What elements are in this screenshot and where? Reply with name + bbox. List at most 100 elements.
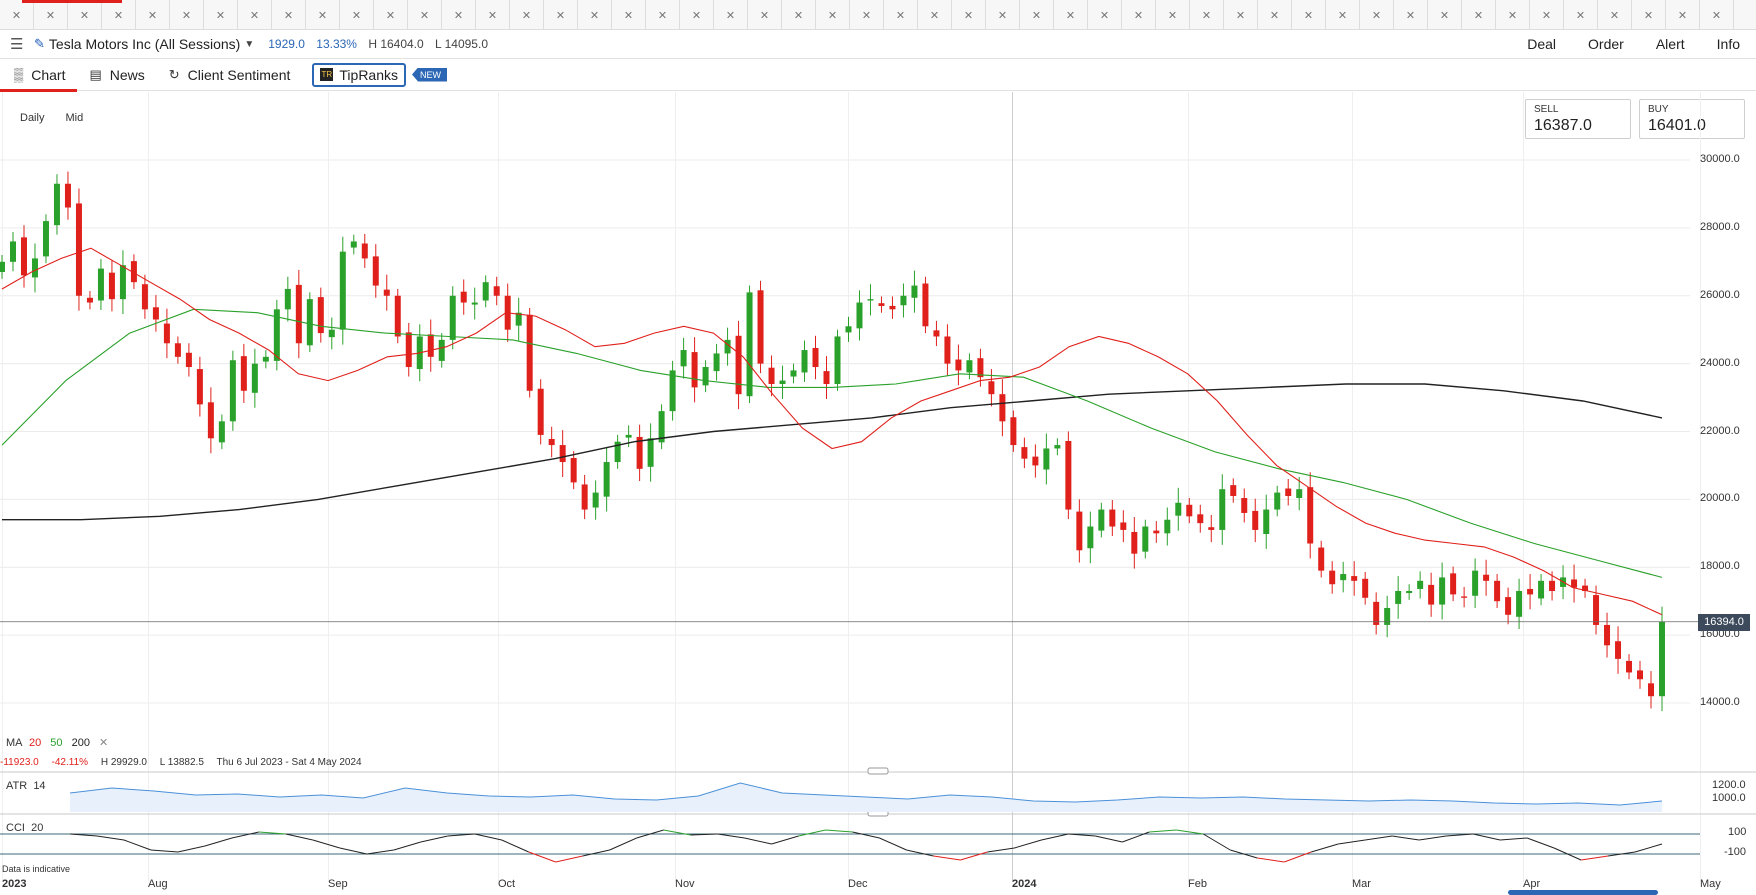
browser-tab[interactable]: ✕ (1292, 0, 1326, 30)
browser-tab[interactable]: ✕ (136, 0, 170, 30)
browser-tab[interactable]: ✕ (748, 0, 782, 30)
close-tab-icon[interactable]: ✕ (45, 9, 56, 22)
close-tab-icon[interactable]: ✕ (1201, 9, 1212, 22)
browser-tab[interactable]: ✕ (782, 0, 816, 30)
close-tab-icon[interactable]: ✕ (453, 9, 464, 22)
hamburger-menu-icon[interactable]: ☰ (10, 36, 24, 53)
cci-label[interactable]: CCI 20 (6, 822, 43, 834)
browser-tab[interactable]: ✕ (476, 0, 510, 30)
close-tab-icon[interactable]: ✕ (249, 9, 260, 22)
browser-tab[interactable]: ✕ (918, 0, 952, 30)
close-tab-icon[interactable]: ✕ (963, 9, 974, 22)
price-type-selector[interactable]: Mid (65, 112, 84, 124)
price-chart[interactable] (0, 92, 1756, 882)
close-tab-icon[interactable]: ✕ (79, 9, 90, 22)
browser-tab[interactable]: ✕ (952, 0, 986, 30)
browser-tab[interactable]: ✕ (850, 0, 884, 30)
browser-tab[interactable]: ✕ (1632, 0, 1666, 30)
close-tab-icon[interactable]: ✕ (589, 9, 600, 22)
browser-tab[interactable]: ✕ (646, 0, 680, 30)
close-tab-icon[interactable]: ✕ (1677, 9, 1688, 22)
browser-tab[interactable]: ✕ (1020, 0, 1054, 30)
close-tab-icon[interactable]: ✕ (1371, 9, 1382, 22)
close-tab-icon[interactable]: ✕ (1133, 9, 1144, 22)
close-tab-icon[interactable]: ✕ (1643, 9, 1654, 22)
close-tab-icon[interactable]: ✕ (1269, 9, 1280, 22)
close-tab-icon[interactable]: ✕ (827, 9, 838, 22)
close-tab-icon[interactable]: ✕ (1303, 9, 1314, 22)
interval-selector[interactable]: Daily (20, 112, 45, 124)
close-tab-icon[interactable]: ✕ (487, 9, 498, 22)
browser-tab[interactable]: ✕ (544, 0, 578, 30)
browser-tab[interactable]: ✕ (374, 0, 408, 30)
browser-tab[interactable]: ✕ (1462, 0, 1496, 30)
remove-ma-icon[interactable]: ✕ (99, 737, 109, 749)
close-tab-icon[interactable]: ✕ (1439, 9, 1450, 22)
browser-tab[interactable]: ✕ (1564, 0, 1598, 30)
close-tab-icon[interactable]: ✕ (113, 9, 124, 22)
browser-tab[interactable]: ✕ (170, 0, 204, 30)
browser-tab[interactable]: ✕ (1428, 0, 1462, 30)
close-tab-icon[interactable]: ✕ (215, 9, 226, 22)
browser-tab[interactable]: ✕ (272, 0, 306, 30)
close-tab-icon[interactable]: ✕ (555, 9, 566, 22)
browser-tab[interactable]: ✕ (1394, 0, 1428, 30)
close-tab-icon[interactable]: ✕ (283, 9, 294, 22)
browser-tab[interactable]: ✕ (204, 0, 238, 30)
close-tab-icon[interactable]: ✕ (793, 9, 804, 22)
close-tab-icon[interactable]: ✕ (657, 9, 668, 22)
browser-tab[interactable]: ✕ (1224, 0, 1258, 30)
browser-tab[interactable]: ✕ (612, 0, 646, 30)
close-tab-icon[interactable]: ✕ (11, 9, 22, 22)
close-tab-icon[interactable]: ✕ (1405, 9, 1416, 22)
close-tab-icon[interactable]: ✕ (1337, 9, 1348, 22)
instrument-name[interactable]: Tesla Motors Inc (All Sessions) (48, 36, 241, 52)
close-tab-icon[interactable]: ✕ (1099, 9, 1110, 22)
browser-tab[interactable]: ✕ (1088, 0, 1122, 30)
time-scrollbar[interactable] (1508, 890, 1658, 895)
browser-tab[interactable]: ✕ (102, 0, 136, 30)
browser-tab[interactable]: ✕ (1258, 0, 1292, 30)
browser-tab[interactable]: ✕ (1190, 0, 1224, 30)
close-tab-icon[interactable]: ✕ (1031, 9, 1042, 22)
close-tab-icon[interactable]: ✕ (759, 9, 770, 22)
browser-tab[interactable]: ✕ (1122, 0, 1156, 30)
atr-label[interactable]: ATR 14 (6, 780, 46, 792)
close-tab-icon[interactable]: ✕ (317, 9, 328, 22)
browser-tab[interactable]: ✕ (1054, 0, 1088, 30)
edit-pencil-icon[interactable]: ✎ (34, 36, 45, 51)
close-tab-icon[interactable]: ✕ (861, 9, 872, 22)
close-tab-icon[interactable]: ✕ (929, 9, 940, 22)
browser-tab[interactable]: ✕ (1598, 0, 1632, 30)
browser-tab[interactable]: ✕ (1326, 0, 1360, 30)
deal-button[interactable]: Deal (1527, 36, 1557, 52)
close-tab-icon[interactable]: ✕ (1065, 9, 1076, 22)
close-tab-icon[interactable]: ✕ (1507, 9, 1518, 22)
close-tab-icon[interactable]: ✕ (1167, 9, 1178, 22)
close-tab-icon[interactable]: ✕ (1473, 9, 1484, 22)
info-button[interactable]: Info (1716, 36, 1740, 52)
browser-tab[interactable]: ✕ (680, 0, 714, 30)
browser-tab[interactable]: ✕ (578, 0, 612, 30)
close-tab-icon[interactable]: ✕ (385, 9, 396, 22)
browser-tab[interactable]: ✕ (340, 0, 374, 30)
tab-news[interactable]: ▤ News (89, 59, 144, 90)
tab-chart[interactable]: ▒ Chart (0, 59, 79, 92)
close-tab-icon[interactable]: ✕ (1711, 9, 1722, 22)
close-tab-icon[interactable]: ✕ (895, 9, 906, 22)
browser-tab[interactable]: ✕ (68, 0, 102, 30)
close-tab-icon[interactable]: ✕ (351, 9, 362, 22)
browser-tab[interactable]: ✕ (306, 0, 340, 30)
close-tab-icon[interactable]: ✕ (691, 9, 702, 22)
close-tab-icon[interactable]: ✕ (1235, 9, 1246, 22)
sell-quote-button[interactable]: SELL 16387.0 (1525, 99, 1631, 139)
tab-client-sentiment[interactable]: ↻ Client Sentiment (169, 59, 291, 90)
browser-tab[interactable]: ✕ (816, 0, 850, 30)
browser-tab[interactable]: ✕ (510, 0, 544, 30)
browser-tab[interactable]: ✕ (1530, 0, 1564, 30)
close-tab-icon[interactable]: ✕ (521, 9, 532, 22)
order-button[interactable]: Order (1588, 36, 1624, 52)
close-tab-icon[interactable]: ✕ (419, 9, 430, 22)
close-tab-icon[interactable]: ✕ (1575, 9, 1586, 22)
browser-tab[interactable]: ✕ (714, 0, 748, 30)
